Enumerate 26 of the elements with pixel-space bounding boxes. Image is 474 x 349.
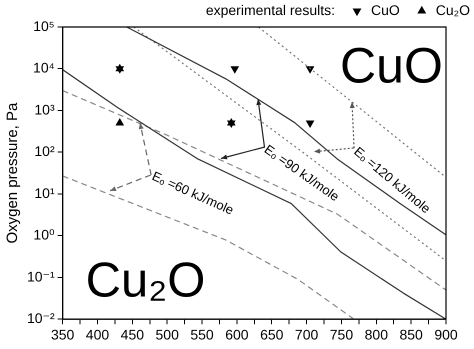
x-tick-label: 550 — [190, 326, 214, 342]
annotation: Cu₂O — [86, 253, 206, 308]
legend-title: experimental results: — [206, 2, 335, 18]
x-tick-label: 400 — [86, 326, 110, 342]
x-tick-label: 650 — [260, 326, 284, 342]
x-tick-label: 500 — [156, 326, 180, 342]
y-tick-label: 10⁻¹ — [27, 268, 55, 284]
x-tick-label: 600 — [225, 326, 249, 342]
annotation: CuO — [340, 38, 443, 94]
x-tick-label: 450 — [120, 326, 144, 342]
y-tick-label: 10⁵ — [33, 18, 55, 34]
x-tick-label: 900 — [434, 326, 458, 342]
x-tick-label: 800 — [364, 326, 388, 342]
x-tick-label: 700 — [294, 326, 318, 342]
y-axis-title: Oxygen pressure, Pa — [4, 102, 22, 244]
y-tick-label: 10¹ — [34, 184, 55, 201]
legend-label: CuO — [370, 2, 400, 18]
y-tick-label: 10³ — [34, 101, 55, 118]
y-tick-label: 10² — [34, 143, 55, 160]
x-tick-label: 750 — [330, 326, 354, 342]
y-tick-label: 10⁻² — [27, 310, 55, 326]
y-tick-label: 10⁰ — [33, 226, 56, 243]
legend-label: Cu₂O — [436, 2, 470, 18]
x-tick-label: 350 — [50, 326, 75, 342]
x-tick-label: 850 — [399, 326, 424, 342]
y-tick-label: 10⁴ — [33, 60, 55, 76]
